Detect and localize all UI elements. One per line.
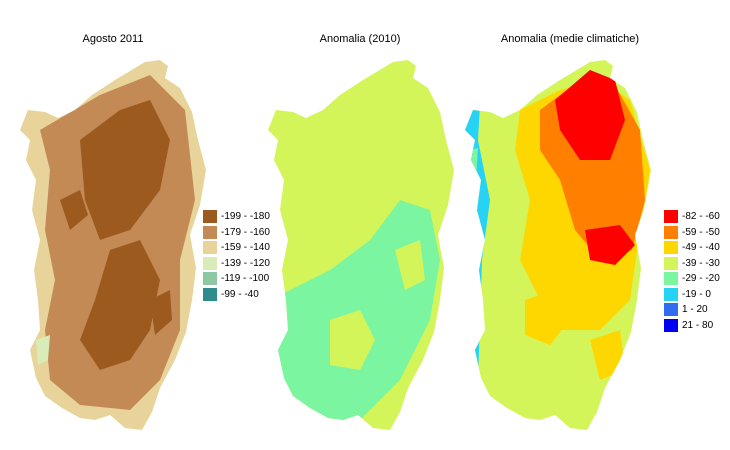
legend-item: -179 - -160: [203, 225, 270, 241]
legend-label: -99 - -40: [221, 288, 259, 300]
legend-item: -19 - 0: [664, 287, 720, 303]
map-anomalia-2010: [268, 60, 454, 430]
legend-label: -179 - -160: [221, 226, 270, 238]
legend-swatch: [203, 256, 217, 270]
legend-swatch: [203, 210, 217, 224]
map-anomalia-medie: [465, 60, 651, 430]
legend-item: -49 - -40: [664, 240, 720, 256]
legend-swatch: [664, 225, 678, 239]
legend-label: -159 - -140: [221, 242, 270, 254]
legend-swatch: [664, 272, 678, 286]
legend-label: -199 - -180: [221, 211, 270, 223]
legend-item: -119 - -100: [203, 271, 270, 287]
panel-title-anomalia-medie: Anomalia (medie climatiche): [500, 33, 640, 45]
legend-label: -59 - -50: [682, 226, 720, 238]
legend-swatch: [664, 210, 678, 224]
legend-item: -82 - -60: [664, 209, 720, 225]
legend-item: -159 - -140: [203, 240, 270, 256]
legend-label: -119 - -100: [221, 273, 270, 285]
legend-agosto: -199 - -180 -179 - -160 -159 - -140 -139 - …: [203, 209, 270, 302]
legend-swatch: [664, 303, 678, 317]
legend-item: -139 - -120: [203, 256, 270, 272]
panel-title-anomalia-2010: Anomalia (2010): [319, 33, 401, 45]
legend-item: -39 - -30: [664, 256, 720, 272]
legend-swatch: [664, 318, 678, 332]
map-agosto-2011: [20, 60, 206, 430]
legend-item: -59 - -50: [664, 225, 720, 241]
legend-item: 1 - 20: [664, 302, 720, 318]
legend-swatch: [203, 225, 217, 239]
legend-label: -19 - 0: [682, 288, 711, 300]
legend-label: -82 - -60: [682, 211, 720, 223]
panel-title-agosto: Agosto 2011: [82, 33, 144, 45]
legend-anomalia-medie: -82 - -60 -59 - -50 -49 - -40 -39 - -30 -29 …: [664, 209, 720, 333]
legend-item: -199 - -180: [203, 209, 270, 225]
legend-label: -49 - -40: [682, 242, 720, 254]
legend-swatch: [664, 287, 678, 301]
legend-swatch: [664, 256, 678, 270]
legend-label: 21 - 80: [682, 319, 714, 331]
legend-item: 21 - 80: [664, 318, 720, 334]
legend-swatch: [203, 272, 217, 286]
legend-swatch: [664, 241, 678, 255]
legend-label: -139 - -120: [221, 257, 270, 269]
legend-swatch: [203, 287, 217, 301]
legend-label: -39 - -30: [682, 257, 720, 269]
legend-label: 1 - 20: [682, 304, 708, 316]
legend-item: -99 - -40: [203, 287, 270, 303]
legend-item: -29 - -20: [664, 271, 720, 287]
legend-label: -29 - -20: [682, 273, 720, 285]
legend-swatch: [203, 241, 217, 255]
